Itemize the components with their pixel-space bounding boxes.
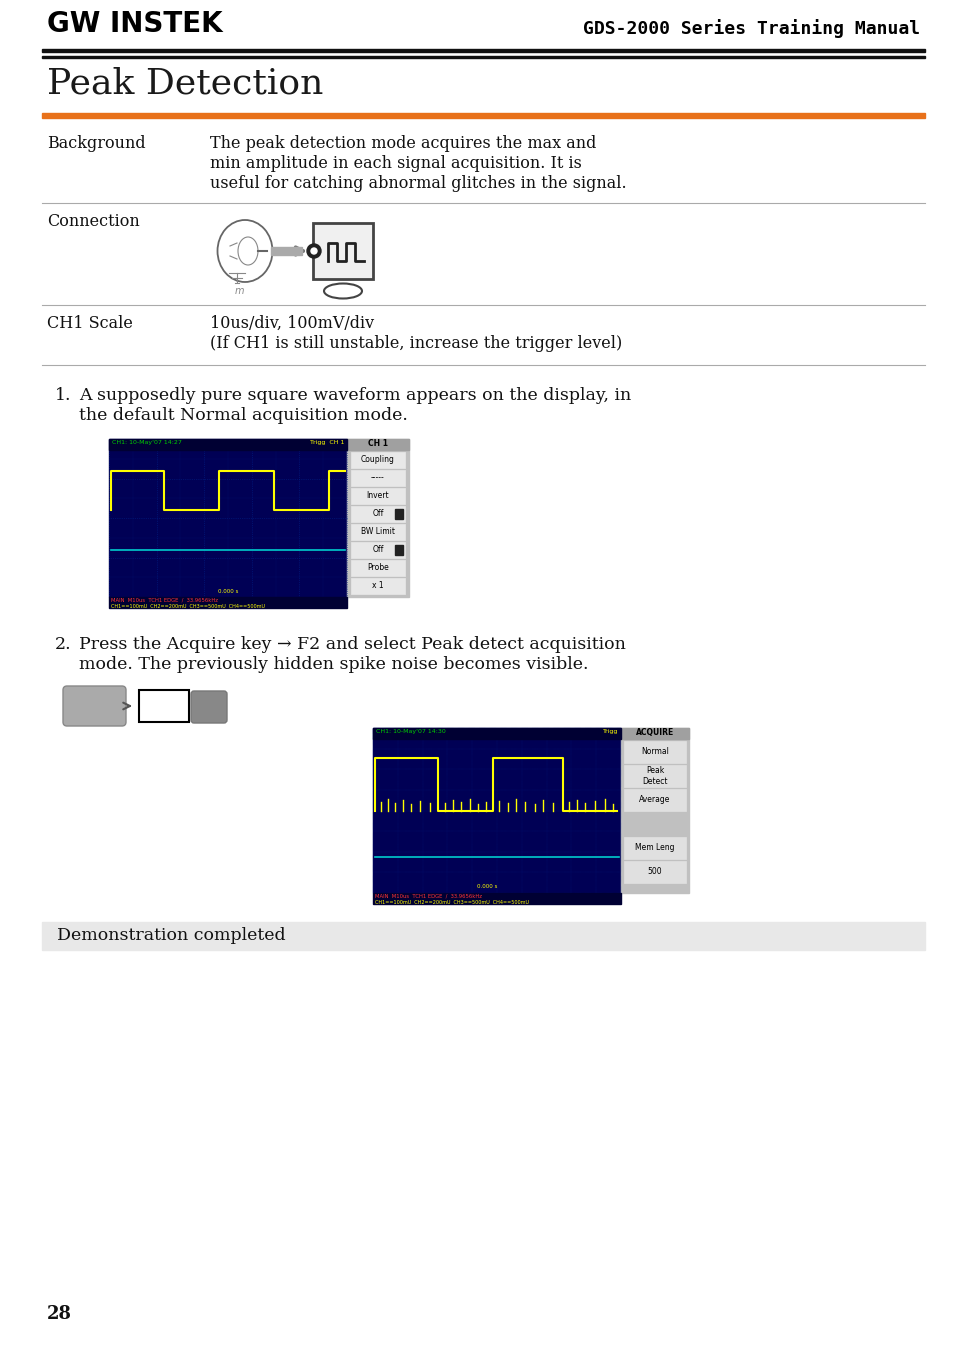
Text: mode. The previously hidden spike noise becomes visible.: mode. The previously hidden spike noise … xyxy=(79,656,588,674)
Text: CH 1: CH 1 xyxy=(368,440,388,448)
Text: 1.: 1. xyxy=(55,387,71,404)
Text: CH1 Scale: CH1 Scale xyxy=(47,315,132,332)
Bar xyxy=(623,861,685,883)
Text: Invert: Invert xyxy=(366,491,389,501)
Bar xyxy=(395,509,402,518)
Bar xyxy=(395,545,402,555)
Bar xyxy=(351,541,405,558)
Text: Background: Background xyxy=(47,135,146,153)
Bar xyxy=(623,741,685,763)
Text: A supposedly pure square waveform appears on the display, in: A supposedly pure square waveform appear… xyxy=(79,387,631,404)
Text: Coupling: Coupling xyxy=(360,455,395,464)
Text: Connection: Connection xyxy=(47,213,139,230)
Text: Demonstration completed: Demonstration completed xyxy=(57,927,285,945)
Bar xyxy=(347,439,409,597)
Text: 0.000 s: 0.000 s xyxy=(476,884,497,890)
Bar xyxy=(351,470,405,486)
Text: MAIN  M10us  TCH1 EDGE  /  33.9656kHz: MAIN M10us TCH1 EDGE / 33.9656kHz xyxy=(375,894,481,899)
Bar xyxy=(351,578,405,594)
Text: Probe: Probe xyxy=(367,563,389,572)
Text: Trigg  CH 1: Trigg CH 1 xyxy=(310,440,344,446)
Bar xyxy=(351,452,405,468)
Bar xyxy=(351,560,405,576)
Text: -----: ----- xyxy=(371,474,384,482)
Bar xyxy=(139,690,189,722)
FancyBboxPatch shape xyxy=(63,686,126,726)
Bar xyxy=(623,788,685,811)
Bar xyxy=(42,113,924,117)
Text: Peak
Detect: Peak Detect xyxy=(641,767,667,786)
Text: min amplitude in each signal acquisition. It is: min amplitude in each signal acquisition… xyxy=(210,155,581,171)
Text: (If CH1 is still unstable, increase the trigger level): (If CH1 is still unstable, increase the … xyxy=(210,335,621,352)
Text: 28: 28 xyxy=(47,1305,71,1323)
Bar xyxy=(42,49,924,53)
Text: m: m xyxy=(234,286,244,296)
Bar xyxy=(623,837,685,859)
Bar xyxy=(347,439,409,450)
Bar xyxy=(620,728,688,738)
Text: Average: Average xyxy=(639,795,670,805)
Text: Off: Off xyxy=(372,509,383,518)
Text: x 1: x 1 xyxy=(372,582,383,590)
Text: Mem Leng: Mem Leng xyxy=(635,844,674,852)
Text: GDS-2000 Series Training Manual: GDS-2000 Series Training Manual xyxy=(582,19,919,38)
Text: the default Normal acquisition mode.: the default Normal acquisition mode. xyxy=(79,406,408,424)
Bar xyxy=(373,728,620,738)
Text: ACQUIRE: ACQUIRE xyxy=(636,729,674,737)
Text: CH1: 10-May'07 14:30: CH1: 10-May'07 14:30 xyxy=(375,729,445,734)
Text: Normal: Normal xyxy=(640,748,668,756)
Bar xyxy=(109,439,347,450)
Text: Peak Detection: Peak Detection xyxy=(47,66,323,100)
Bar xyxy=(623,765,685,787)
Text: 10us/div, 100mV/div: 10us/div, 100mV/div xyxy=(210,315,374,332)
Text: useful for catching abnormal glitches in the signal.: useful for catching abnormal glitches in… xyxy=(210,176,626,192)
Circle shape xyxy=(307,244,320,258)
Text: MAIN  M10us  TCH1 EDGE  /  33.9656kHz: MAIN M10us TCH1 EDGE / 33.9656kHz xyxy=(111,598,218,603)
Text: CH1==100mU  CH2==200mU  CH3==500mU  CH4==500mU: CH1==100mU CH2==200mU CH3==500mU CH4==50… xyxy=(111,603,265,609)
Bar xyxy=(620,728,688,892)
Bar xyxy=(373,892,620,904)
Bar xyxy=(351,506,405,522)
Circle shape xyxy=(311,248,316,254)
Text: The peak detection mode acquires the max and: The peak detection mode acquires the max… xyxy=(210,135,596,153)
Text: GW INSTEK: GW INSTEK xyxy=(47,9,222,38)
FancyBboxPatch shape xyxy=(191,691,227,724)
Text: CH1: 10-May'07 14:27: CH1: 10-May'07 14:27 xyxy=(112,440,182,446)
Bar xyxy=(109,439,347,597)
Text: 0.000 s: 0.000 s xyxy=(217,589,238,594)
Bar xyxy=(109,597,347,608)
Text: CH1==100mU  CH2==200mU  CH3==500mU  CH4==500mU: CH1==100mU CH2==200mU CH3==500mU CH4==50… xyxy=(375,900,529,904)
Bar xyxy=(313,223,373,279)
Text: BW Limit: BW Limit xyxy=(360,528,395,536)
Text: 500: 500 xyxy=(647,868,661,876)
Bar xyxy=(42,922,924,950)
Bar xyxy=(42,55,924,58)
Bar xyxy=(351,487,405,504)
Text: Trigg: Trigg xyxy=(602,729,618,734)
Bar xyxy=(351,524,405,540)
Text: Press the Acquire key → F2 and select Peak detect acquisition: Press the Acquire key → F2 and select Pe… xyxy=(79,636,625,653)
Bar xyxy=(271,247,302,255)
Bar xyxy=(373,728,620,892)
Text: Off: Off xyxy=(372,545,383,555)
Text: 2.: 2. xyxy=(55,636,71,653)
